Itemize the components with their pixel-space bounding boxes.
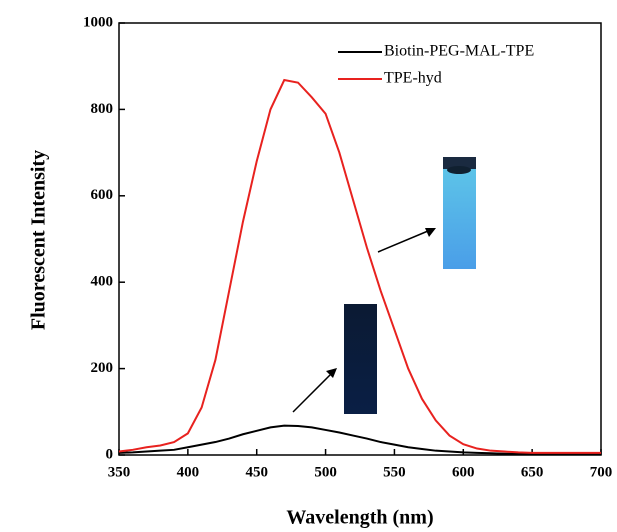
x-tick-label: 600 (452, 464, 475, 480)
y-tick-label: 0 (106, 446, 114, 462)
x-tick-label: 350 (108, 464, 131, 480)
x-tick-label: 700 (590, 464, 613, 480)
x-tick-label: 400 (177, 464, 200, 480)
x-tick-label: 550 (383, 464, 406, 480)
inset-bright-cuvette (443, 157, 476, 269)
line-series (118, 78, 601, 454)
y-tick-label: 400 (91, 274, 114, 290)
plot-frame (118, 22, 602, 456)
x-tick-label: 650 (521, 464, 544, 480)
inset-dark-cuvette (344, 304, 377, 414)
y-tick-label: 1000 (83, 14, 113, 30)
y-tick-label: 600 (91, 187, 114, 203)
y-tick-label: 800 (91, 101, 114, 117)
x-axis-title: Wavelength (nm) (286, 507, 433, 529)
x-tick-label: 500 (314, 464, 337, 480)
line-series (118, 424, 601, 456)
arrow (292, 228, 436, 413)
legend-label: Biotin-PEG-MAL-TPE (384, 43, 534, 60)
x-tick-label: 450 (245, 464, 268, 480)
y-tick-label: 200 (91, 360, 114, 376)
y-axis-title: Fluorescent Intensity (28, 150, 50, 330)
legend-label: TPE-hyd (384, 70, 442, 87)
